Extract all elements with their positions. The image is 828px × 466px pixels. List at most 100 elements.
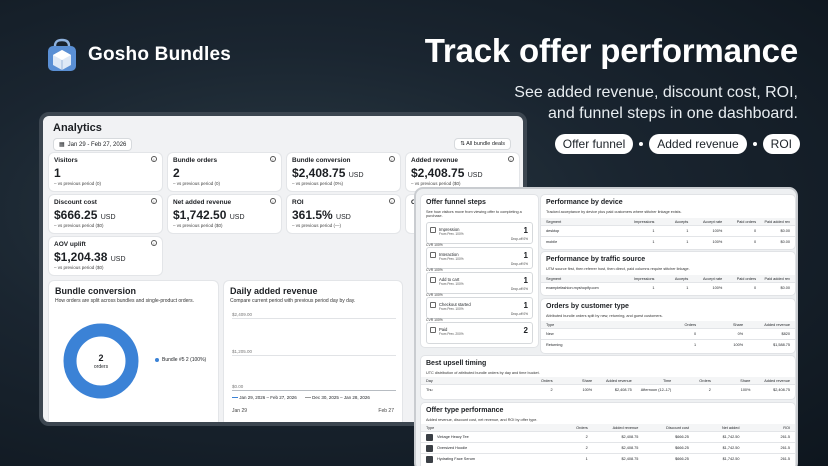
table-cell: $666.25 bbox=[675, 435, 689, 439]
pill-separator bbox=[639, 142, 644, 146]
column-header: Orders bbox=[541, 378, 553, 383]
info-icon[interactable]: i bbox=[270, 198, 276, 204]
table-cell: $666.25 bbox=[675, 457, 689, 461]
column-header: Paid orders bbox=[736, 276, 757, 281]
table-cell: 1 bbox=[652, 240, 655, 244]
table-cell: 0 bbox=[754, 286, 757, 290]
legend-label: Bundle #5 2 (100%) bbox=[162, 357, 207, 363]
step-icon bbox=[430, 227, 436, 233]
offer-type-card: Offer type performance Added revenue, di… bbox=[421, 403, 795, 466]
bundle-filter-button[interactable]: ⇅ All bundle deals bbox=[454, 138, 511, 150]
pill-separator bbox=[752, 142, 757, 146]
table-cell: 0 bbox=[694, 332, 697, 336]
step-count: 1 bbox=[523, 226, 528, 235]
offer-type-title: Offer type performance bbox=[426, 407, 504, 414]
y-tick-mid: $1,205.00 bbox=[232, 349, 253, 354]
table-cell: 261.5 bbox=[780, 435, 791, 439]
upsell-subtitle: UTC distribution of attributed bundle or… bbox=[426, 371, 540, 375]
metric-card: AOV uplift i $1,204.38 USD – vs previous pe… bbox=[49, 237, 162, 275]
table-cell: 1 bbox=[694, 343, 697, 347]
step-icon bbox=[430, 302, 436, 308]
pill-added-revenue: Added revenue bbox=[649, 134, 747, 154]
column-header: Accept rate bbox=[703, 276, 723, 281]
step-label: Interaction bbox=[439, 252, 459, 257]
info-icon[interactable]: i bbox=[151, 198, 157, 204]
pill-roi: ROI bbox=[762, 134, 800, 154]
metric-card: Net added revenue i $1,742.50 USD – vs prev… bbox=[168, 195, 281, 233]
bundle-conversion-subtitle: How orders are split across bundles and … bbox=[55, 298, 194, 304]
legend-previous-line bbox=[304, 397, 311, 399]
metric-value: $1,742.50 USD bbox=[173, 208, 245, 222]
brand-name: Gosho Bundles bbox=[88, 44, 231, 65]
funnel-step: Checkout started From Prev. 100% 1 Drop-off… bbox=[426, 297, 533, 319]
info-icon[interactable]: i bbox=[151, 156, 157, 162]
table-row: Oversized Hoodie 2 $2,408.75 $666.25 $1,742.… bbox=[421, 442, 795, 453]
table-cell: 2 bbox=[585, 435, 588, 439]
info-icon[interactable]: i bbox=[151, 240, 157, 246]
funnel-step: Interaction From Prev. 100% 1 Drop-off 0% bbox=[426, 247, 533, 269]
pill-offer-funnel: Offer funnel bbox=[554, 134, 634, 154]
step-from-prev: From Prev. 200% bbox=[439, 332, 464, 336]
donut-value: 2 bbox=[98, 353, 104, 363]
table-cell: 100% bbox=[712, 240, 723, 244]
date-range-picker[interactable]: ▦ Jan 29 - Feb 27, 2026 bbox=[53, 138, 133, 151]
traffic-card: Performance by traffic source UTM source… bbox=[541, 252, 795, 295]
step-from-prev: From Prev. 100% bbox=[439, 282, 464, 286]
column-header: Discount cost bbox=[666, 425, 689, 430]
table-cell: $1,588.75 bbox=[773, 343, 790, 347]
metric-previous: – vs previous period (0) bbox=[54, 181, 102, 186]
table-cell: $1,742.50 bbox=[722, 457, 740, 461]
metric-previous: – vs previous period ($0) bbox=[54, 223, 104, 228]
step-from-prev: From Prev. 100% bbox=[439, 257, 464, 261]
legend-previous: Dec 30, 2025 – Jan 28, 2026 bbox=[304, 395, 370, 400]
step-dropoff: Drop-off 0% bbox=[511, 237, 528, 241]
metric-card: Bundle conversion i $2,408.75 USD – vs prev… bbox=[287, 153, 400, 191]
line-legend: Jan 29, 2026 – Feb 27, 2026 Dec 30, 2025… bbox=[232, 395, 370, 400]
customer-table: Type Orders Share Added revenue New 0 0% $820 Re… bbox=[541, 321, 795, 350]
step-dropoff: Drop-off 0% bbox=[511, 262, 528, 266]
info-icon[interactable]: i bbox=[270, 156, 276, 162]
legend-current-line bbox=[232, 397, 238, 399]
step-icon bbox=[430, 327, 436, 333]
column-header: Impressions bbox=[633, 276, 655, 281]
hero-title: Track offer performance bbox=[424, 32, 798, 69]
metric-label: Added revenue bbox=[411, 157, 458, 164]
calendar-icon: ▦ bbox=[59, 142, 65, 148]
chart-baseline bbox=[232, 390, 396, 391]
feature-pills: Offer funnel Added revenue ROI bbox=[554, 134, 800, 154]
table-cell: New bbox=[546, 332, 554, 336]
metric-card: ROI i 361.5% USD – vs previous period (—) bbox=[287, 195, 400, 233]
device-title: Performance by device bbox=[546, 199, 623, 206]
upsell-table: Day Orders Share Added revenue Time Orders Sha… bbox=[421, 377, 795, 395]
legend-swatch bbox=[155, 358, 159, 362]
step-count: 1 bbox=[523, 301, 528, 310]
step-cvr: CVR 100% bbox=[426, 268, 443, 272]
info-icon[interactable]: i bbox=[389, 198, 395, 204]
column-header: Orders bbox=[576, 425, 588, 430]
metric-label: Net added revenue bbox=[173, 199, 232, 206]
info-icon[interactable]: i bbox=[389, 156, 395, 162]
table-cell: 0 bbox=[754, 240, 757, 244]
metric-previous: – vs previous period ($0) bbox=[54, 265, 104, 270]
column-header: Added revenue bbox=[764, 378, 790, 383]
y-tick-top: $2,409.00 bbox=[232, 312, 253, 317]
page-title: Analytics bbox=[53, 122, 102, 134]
step-count: 2 bbox=[523, 326, 528, 335]
table-header: Type Orders Share Added revenue bbox=[541, 321, 795, 328]
donut-label: orders bbox=[93, 364, 109, 370]
step-cvr: CVR 100% bbox=[426, 243, 443, 247]
table-cell: desktop bbox=[546, 229, 560, 233]
step-from-prev: From Prev. 100% bbox=[439, 232, 464, 236]
filter-icon: ⇅ bbox=[460, 141, 465, 147]
column-header: ROI bbox=[783, 425, 791, 430]
device-card: Performance by device Tracked acceptance… bbox=[541, 195, 795, 249]
funnel-card: Offer funnel steps See how visitors move… bbox=[421, 195, 538, 347]
table-header: Day Orders Share Added revenue Time Orders Sha… bbox=[421, 377, 795, 384]
funnel-step: Add to cart From Prev. 100% 1 Drop-off 0% bbox=[426, 272, 533, 294]
funnel-step: Paid From Prev. 200% 2 bbox=[426, 322, 533, 344]
metric-label: Bundle conversion bbox=[292, 157, 351, 164]
table-row: New 0 0% $820 bbox=[541, 328, 795, 339]
table-cell: Returning bbox=[546, 343, 563, 347]
table-cell: 100% bbox=[740, 388, 751, 392]
info-icon[interactable]: i bbox=[508, 156, 514, 162]
